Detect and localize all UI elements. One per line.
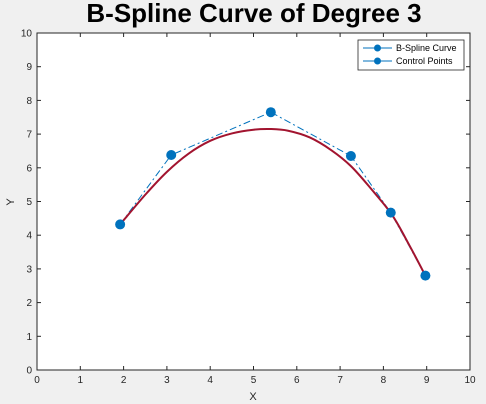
series-layer xyxy=(115,107,431,281)
legend: B-Spline Curve Control Points xyxy=(357,39,465,71)
y-tick-label: 3 xyxy=(26,264,32,275)
legend-box xyxy=(357,39,465,71)
x-axis-label: X xyxy=(249,391,257,403)
control-point-marker xyxy=(345,151,356,162)
y-tick-label: 9 xyxy=(26,62,32,73)
x-tick-label: 4 xyxy=(207,375,213,386)
x-tick-label: 5 xyxy=(251,375,257,386)
control-point-marker xyxy=(385,207,396,218)
legend-curve-marker xyxy=(374,44,381,52)
y-tick-label: 2 xyxy=(26,298,32,309)
x-tick-label: 3 xyxy=(164,375,170,386)
y-tick-label: 7 xyxy=(26,130,32,141)
control-point-marker xyxy=(166,149,177,160)
x-tick-label: 10 xyxy=(464,375,476,386)
axes-area xyxy=(36,32,471,371)
x-tick-label: 1 xyxy=(78,375,84,386)
y-tick-label: 8 xyxy=(26,96,32,107)
legend-control-marker xyxy=(374,57,381,65)
y-tick-label: 4 xyxy=(26,231,32,242)
legend-control-label: Control Points xyxy=(396,56,453,66)
legend-curve-label: B-Spline Curve xyxy=(396,43,457,53)
control-point-marker xyxy=(115,219,126,230)
b-spline-curve-line xyxy=(119,127,427,277)
x-tick-label: 9 xyxy=(424,375,430,386)
x-tick-label: 7 xyxy=(337,375,343,386)
x-tick-label: 0 xyxy=(34,375,40,386)
x-tick-label: 2 xyxy=(121,375,127,386)
chart-title: B-Spline Curve of Degree 3 xyxy=(86,0,421,28)
y-tick-label: 10 xyxy=(21,29,33,40)
ticks-layer: 0 1 2 3 4 5 6 7 8 9 10 0 1 2 3 4 5 6 7 8 9 10 xyxy=(21,29,476,387)
y-tick-label: 6 xyxy=(26,163,32,174)
y-axis-label: Y xyxy=(5,198,17,206)
control-point-marker xyxy=(265,107,276,118)
y-tick-label: 1 xyxy=(26,332,32,343)
y-tick-label: 5 xyxy=(26,197,32,208)
y-tick-label: 0 xyxy=(26,366,32,377)
x-tick-label: 8 xyxy=(381,375,387,386)
control-polygon-line xyxy=(119,111,426,276)
control-point-marker xyxy=(420,270,431,281)
x-tick-label: 6 xyxy=(294,375,300,386)
